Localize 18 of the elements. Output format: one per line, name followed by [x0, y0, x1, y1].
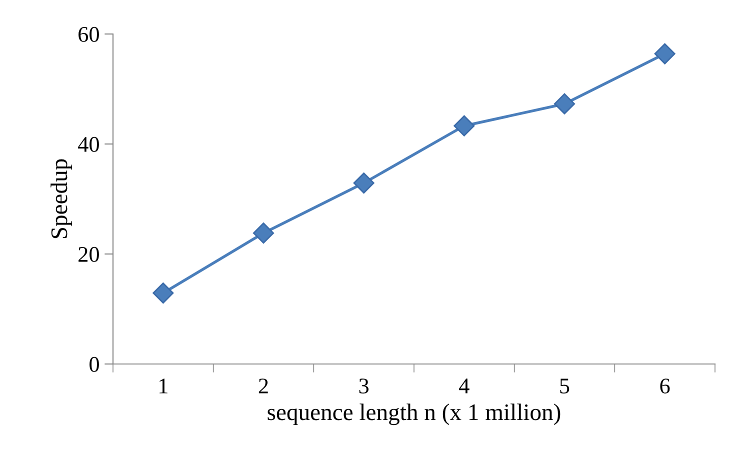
point — [554, 93, 576, 114]
y-tick-label: 0 — [90, 356, 99, 372]
x-tick-label: 1 — [160, 378, 168, 394]
x-tick-label: 2 — [258, 378, 268, 394]
x-tick-label: 4 — [459, 378, 470, 394]
y-tick-label: 60 — [78, 26, 99, 42]
y-axis-title: Speedup — [50, 159, 72, 238]
x-axis-title: sequence length n (x 1 million) — [268, 404, 560, 426]
x-tick-label: 6 — [660, 378, 670, 394]
x-tick-label: 5 — [560, 378, 570, 394]
y-tick-label: 40 — [78, 136, 99, 152]
point — [454, 115, 475, 136]
x-tick-label: 3 — [359, 378, 369, 394]
point — [353, 172, 374, 194]
point — [654, 43, 676, 64]
point — [152, 282, 174, 304]
y-tick-label: 20 — [78, 246, 99, 262]
point — [252, 222, 274, 244]
